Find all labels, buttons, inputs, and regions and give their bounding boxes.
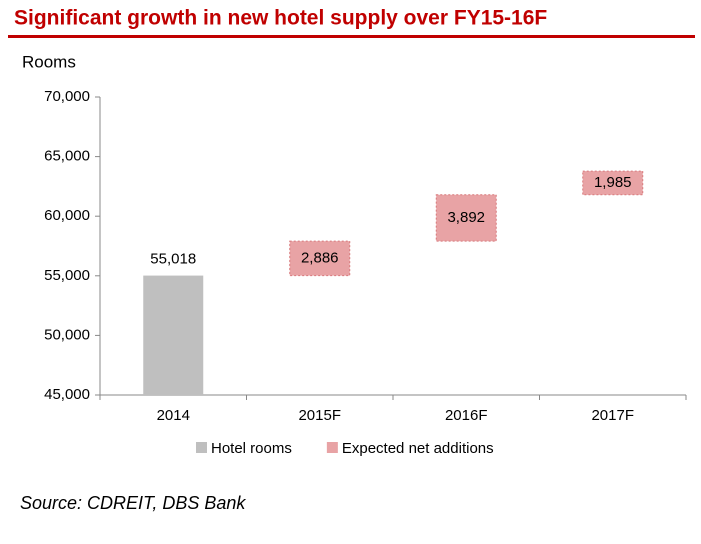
y-tick-label: 65,000: [44, 148, 90, 165]
y-tick-label: 60,000: [44, 207, 90, 224]
x-tick-label: 2016F: [445, 407, 488, 424]
legend-swatch: [196, 442, 207, 453]
data-label: 1,985: [594, 174, 632, 191]
source: Source: CDREIT, DBS Bank: [20, 493, 246, 513]
y-tick-label: 50,000: [44, 326, 90, 343]
x-tick-label: 2015F: [298, 407, 341, 424]
x-tick-label: 2017F: [591, 407, 634, 424]
chart-title: Significant growth in new hotel supply o…: [14, 7, 547, 30]
y-tick-label: 55,000: [44, 267, 90, 284]
data-label: 55,018: [150, 251, 196, 268]
y-tick-label: 70,000: [44, 88, 90, 105]
legend-label: Hotel rooms: [211, 440, 292, 457]
legend-label: Expected net additions: [342, 440, 494, 457]
bar: [582, 170, 644, 196]
bar: [143, 275, 204, 395]
y-axis-label: Rooms: [22, 52, 76, 71]
x-tick-label: 2014: [157, 407, 190, 424]
data-label: 3,892: [447, 209, 485, 226]
legend-swatch: [326, 442, 338, 453]
y-tick-label: 45,000: [44, 386, 90, 403]
title-rule: [8, 35, 695, 38]
bar: [289, 240, 351, 277]
bar: [435, 194, 497, 242]
data-label: 2,886: [301, 249, 339, 266]
